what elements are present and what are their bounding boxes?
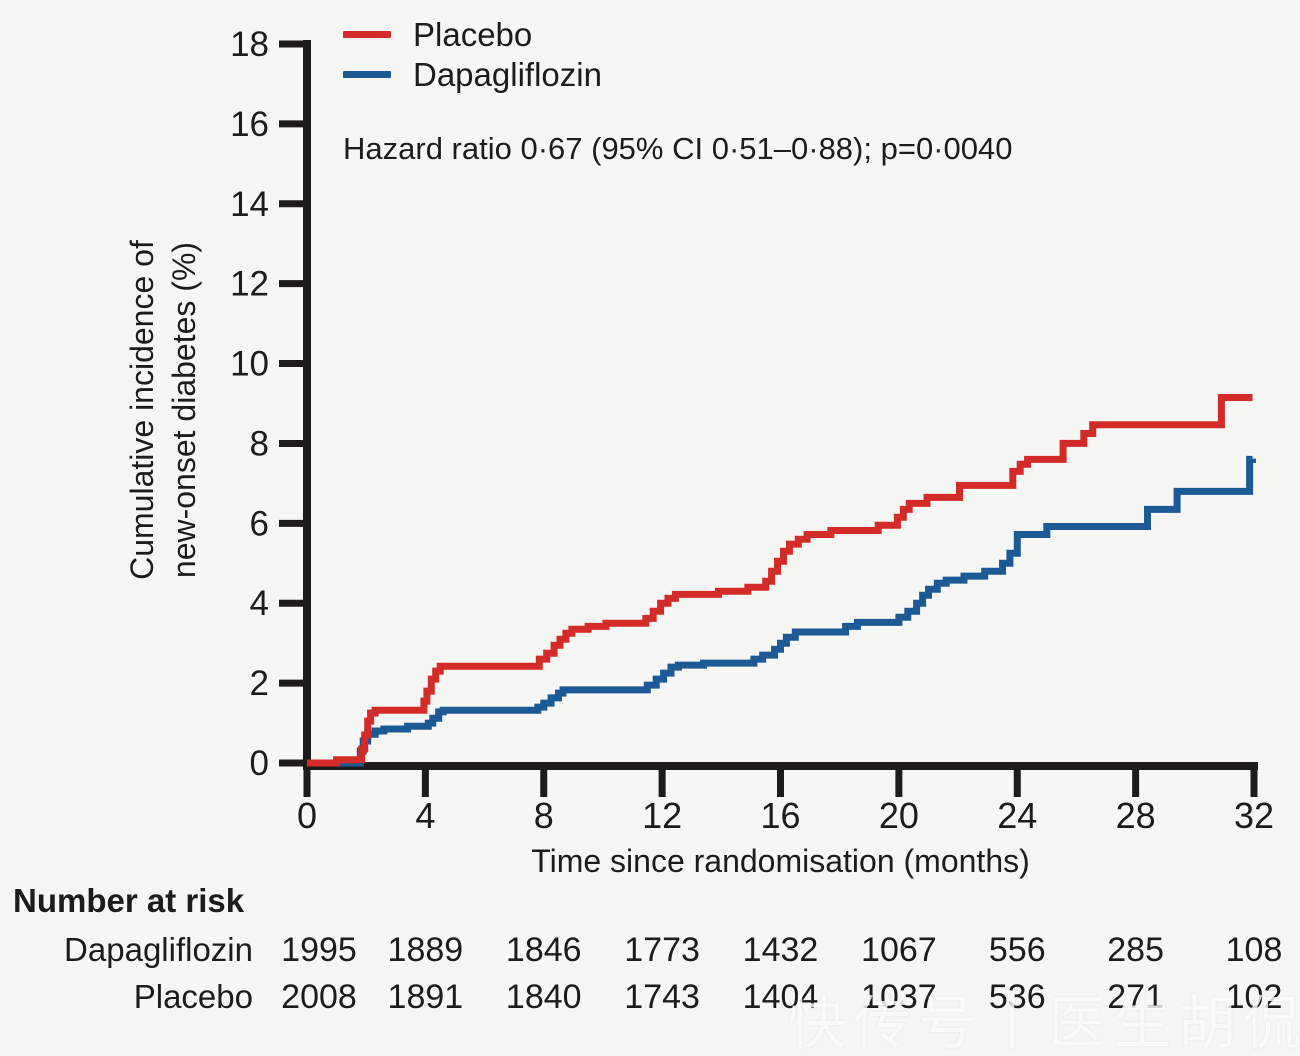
watermark-text: 快传号丨医生胡侃 <box>788 991 1300 1056</box>
legend-item-dapagliflozin: Dapagliflozin <box>343 54 602 94</box>
y-tick-label: 14 <box>230 185 269 224</box>
placebo-line-swatch <box>343 30 391 38</box>
y-tick-label: 18 <box>230 25 269 64</box>
y-axis-title-line1: Cumulative incidence of <box>124 240 160 580</box>
risk-value: 102 <box>1225 978 1283 1016</box>
risk-value: 1743 <box>624 978 700 1016</box>
y-tick-label: 4 <box>250 584 269 623</box>
risk-value: 271 <box>1107 978 1164 1016</box>
risk-value: 1995 <box>281 931 357 969</box>
x-tick-label: 28 <box>1116 795 1156 836</box>
risk-value: 1773 <box>624 931 700 969</box>
risk-value: 2008 <box>281 978 357 1016</box>
risk-value: 1840 <box>505 978 582 1016</box>
risk-value: 1404 <box>742 978 819 1016</box>
dapagliflozin-curve <box>307 455 1256 767</box>
x-tick-label: 32 <box>1234 795 1274 836</box>
dapagliflozin-line-swatch <box>343 70 391 78</box>
risk-value: 1846 <box>505 931 582 969</box>
y-tick-label: 2 <box>250 664 269 703</box>
risk-table-title: Number at risk <box>13 882 245 919</box>
y-axis-title: Cumulative incidence of new-onset diabet… <box>121 170 205 650</box>
legend: Placebo Dapagliflozin <box>343 14 602 94</box>
y-tick-label: 8 <box>250 424 269 463</box>
y-tick-label: 16 <box>230 105 269 144</box>
y-tick-label: 10 <box>230 345 269 384</box>
y-axis-title-line2: new-onset diabetes (%) <box>166 241 203 579</box>
legend-label-dapagliflozin: Dapagliflozin <box>413 55 602 93</box>
x-tick-label: 8 <box>534 795 554 836</box>
y-tick-label: 12 <box>230 265 269 304</box>
x-tick-label: 0 <box>297 795 317 836</box>
hazard-ratio-annotation: Hazard ratio 0·67 (95% CI 0·51–0·88); p=… <box>343 131 1013 166</box>
x-tick-label: 20 <box>879 795 919 836</box>
risk-value: 1067 <box>861 931 937 969</box>
risk-value: 1432 <box>742 931 819 969</box>
risk-value: 556 <box>988 931 1046 969</box>
risk-value: 1037 <box>861 978 937 1016</box>
x-tick-label: 12 <box>642 795 682 836</box>
legend-item-placebo: Placebo <box>343 14 602 54</box>
x-tick-label: 16 <box>760 795 800 836</box>
y-tick-label: 0 <box>250 744 269 783</box>
x-tick-label: 24 <box>997 795 1037 836</box>
x-tick-label: 4 <box>415 795 435 836</box>
risk-value: 285 <box>1107 931 1164 969</box>
risk-value: 1889 <box>387 931 464 969</box>
legend-label-placebo: Placebo <box>413 15 533 53</box>
x-axis-title: Time since randomisation (months) <box>531 843 1030 879</box>
risk-value: 536 <box>988 978 1046 1016</box>
placebo-curve <box>307 394 1253 767</box>
risk-row-label: Dapagliflozin <box>64 931 253 968</box>
risk-value: 1891 <box>387 978 464 1016</box>
y-tick-label: 6 <box>250 504 269 543</box>
risk-row-label: Placebo <box>133 978 253 1015</box>
risk-value: 108 <box>1225 931 1283 969</box>
